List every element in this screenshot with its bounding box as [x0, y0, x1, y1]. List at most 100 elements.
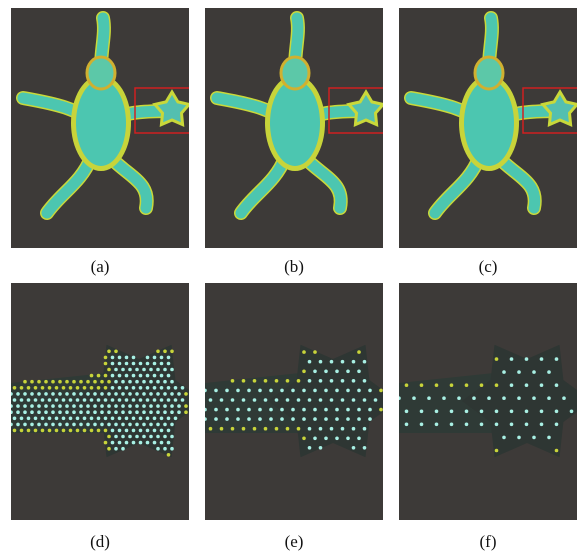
vertex-dot [37, 392, 41, 396]
vertex-dot [128, 368, 132, 372]
vertex-dot [41, 398, 45, 402]
vertex-dot [368, 389, 372, 393]
vertex-dot [125, 429, 129, 433]
vertex-dot [100, 404, 104, 408]
vertex-dot [125, 398, 129, 402]
vertex-dot [51, 392, 55, 396]
vertex-dot [16, 410, 20, 414]
vertex-dot [139, 398, 143, 402]
vertex-dot [44, 423, 48, 427]
vertex-dot [104, 429, 108, 433]
head [475, 57, 503, 89]
vertex-dot [225, 389, 229, 393]
vertex-dot [135, 392, 139, 396]
vertex-dot [167, 398, 171, 402]
vertex-dot [114, 447, 118, 451]
vertex-dot [135, 380, 139, 384]
vertex-dot [153, 429, 157, 433]
vertex-dot [374, 398, 378, 402]
body [270, 80, 320, 166]
vertex-dot [72, 423, 76, 427]
vertex-dot [79, 410, 83, 414]
vertex-dot [242, 427, 246, 431]
vertex-dot [302, 370, 306, 374]
vertex-dot [209, 398, 213, 402]
vertex-dot [79, 380, 83, 384]
vertex-dot [214, 417, 218, 421]
vertex-dot [517, 436, 521, 440]
vertex-dot [357, 437, 361, 441]
vertex-dot [160, 374, 164, 378]
vertex-dot [308, 427, 312, 431]
render-zoom [205, 283, 383, 520]
vertex-dot [264, 398, 268, 402]
vertex-dot [142, 410, 146, 414]
vertex-dot [139, 441, 143, 445]
star [462, 345, 577, 458]
vertex-dot [149, 410, 153, 414]
vertex-dot [79, 392, 83, 396]
vertex-dot [107, 404, 111, 408]
vertex-dot [308, 379, 312, 383]
render-zoom [399, 283, 577, 520]
vertex-dot [86, 392, 90, 396]
vertex-dot [146, 441, 150, 445]
vertex-dot [149, 423, 153, 427]
vertex-dot [125, 386, 129, 390]
vertex-dot [135, 404, 139, 408]
vertex-dot [170, 447, 174, 451]
vertex-dot [357, 370, 361, 374]
vertex-dot [363, 398, 367, 402]
vertex-dot [153, 417, 157, 421]
vertex-dot [37, 423, 41, 427]
vertex-dot [146, 362, 150, 366]
vertex-dot [502, 436, 506, 440]
vertex-dot [302, 417, 306, 421]
vertex-dot [121, 380, 125, 384]
body [464, 80, 514, 166]
vertex-dot [107, 368, 111, 372]
vertex-dot [313, 350, 317, 354]
vertex-dot [313, 370, 317, 374]
vertex-dot [225, 408, 229, 412]
vertex-dot [153, 356, 157, 360]
vertex-dot [121, 368, 125, 372]
vertex-dot [23, 423, 27, 427]
vertex-dot [495, 383, 499, 387]
vertex-dot [562, 396, 566, 400]
vertex-dot [269, 389, 273, 393]
vertex-dot [55, 398, 59, 402]
vertex-dot [346, 389, 350, 393]
vertex-dot [128, 435, 132, 439]
vertex-dot [297, 427, 301, 431]
vertex-dot [100, 392, 104, 396]
vertex-dot [163, 392, 167, 396]
vertex-dot [379, 408, 383, 412]
vertex-dot [86, 410, 90, 414]
vertex-dot [55, 417, 59, 421]
vertex-dot [258, 417, 262, 421]
vertex-dot [163, 423, 167, 427]
vertex-dot [346, 370, 350, 374]
vertex-dot [231, 379, 235, 383]
vertex-dot [90, 398, 94, 402]
vertex-dot [149, 404, 153, 408]
vertex-dot [258, 389, 262, 393]
vertex-dot [368, 408, 372, 412]
vertex-dot [146, 356, 150, 360]
vertex-dot [319, 398, 323, 402]
vertex-dot [93, 410, 97, 414]
vertex-dot [37, 410, 41, 414]
vertex-dot [313, 437, 317, 441]
vertex-dot [412, 396, 416, 400]
vertex-dot [118, 429, 122, 433]
vertex-dot [357, 389, 361, 393]
vertex-dot [420, 383, 424, 387]
vertex-dot [156, 380, 160, 384]
vertex-dot [128, 410, 132, 414]
vertex-dot [16, 423, 20, 427]
vertex-dot [146, 398, 150, 402]
vertex-dot [90, 429, 94, 433]
vertex-dot [264, 379, 268, 383]
vertex-dot [111, 398, 115, 402]
